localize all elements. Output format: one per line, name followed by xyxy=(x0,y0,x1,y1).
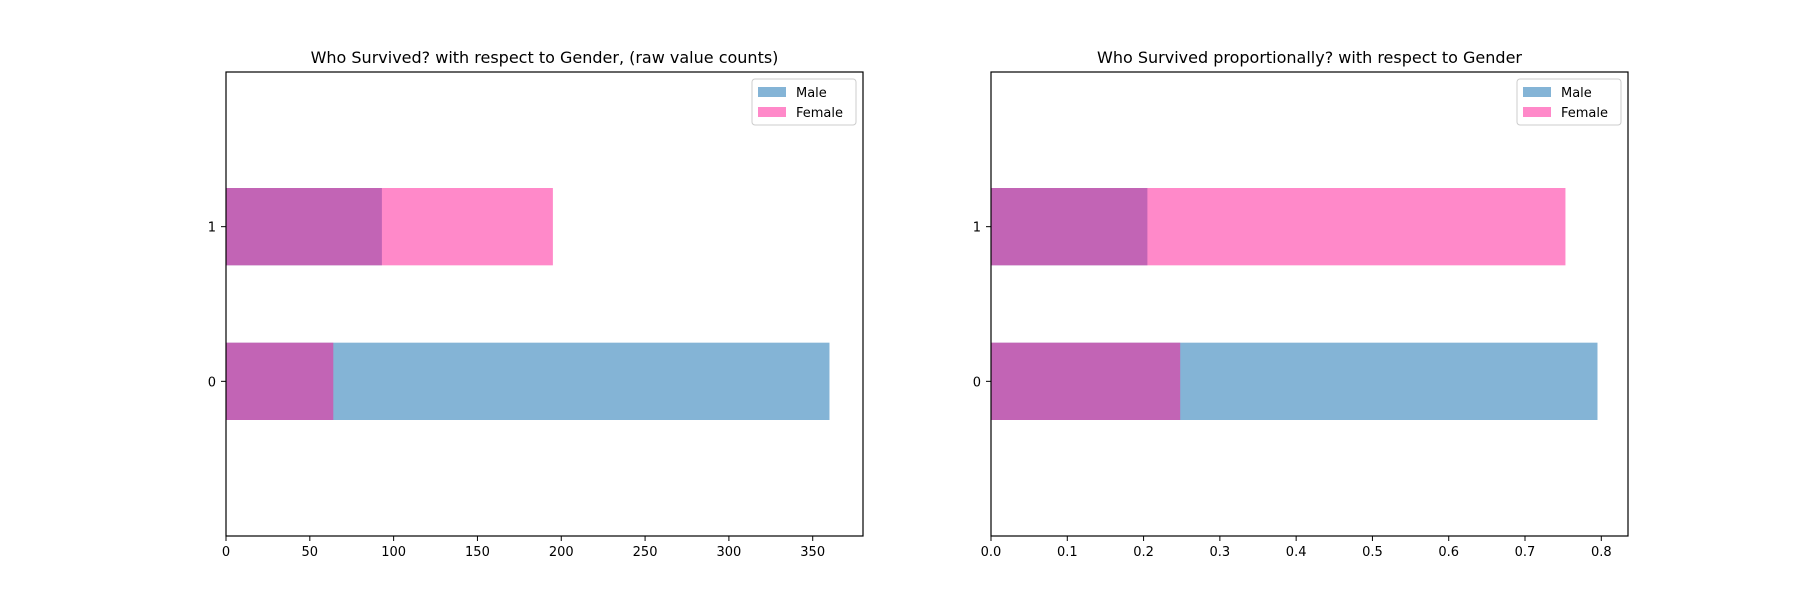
legend-label-male: Male xyxy=(796,86,827,101)
x-tick-label: 100 xyxy=(381,545,406,560)
chart-panel-2: Who Survived proportionally? with respec… xyxy=(973,48,1629,560)
axes-frame xyxy=(225,71,864,537)
y-tick-label: 0 xyxy=(973,375,981,390)
x-tick-label: 0.5 xyxy=(1362,545,1383,560)
bar-female-1 xyxy=(226,188,553,266)
legend-swatch-male xyxy=(758,87,786,97)
legend-label-male: Male xyxy=(1561,86,1592,101)
bar-female-1 xyxy=(991,188,1566,266)
y-tick-label: 1 xyxy=(208,221,216,236)
legend: Male Female xyxy=(751,78,857,126)
x-tick-label: 200 xyxy=(549,545,574,560)
x-tick-label: 250 xyxy=(633,545,658,560)
legend-label-female: Female xyxy=(796,106,843,121)
y-tick-label: 0 xyxy=(208,375,216,390)
x-tick-label: 0.4 xyxy=(1286,545,1307,560)
x-tick-label: 150 xyxy=(465,545,490,560)
axes-frame xyxy=(990,71,1629,537)
chart-title: Who Survived? with respect to Gender, (r… xyxy=(311,48,779,67)
x-tick-label: 0.2 xyxy=(1133,545,1154,560)
legend-label-female: Female xyxy=(1561,106,1608,121)
legend-swatch-female xyxy=(1523,107,1551,117)
x-tick-label: 50 xyxy=(302,545,319,560)
legend: Male Female xyxy=(1516,78,1622,126)
x-tick-label: 0 xyxy=(222,545,230,560)
x-tick-label: 0.0 xyxy=(981,545,1002,560)
legend-swatch-female xyxy=(758,107,786,117)
x-tick-label: 350 xyxy=(800,545,825,560)
chart-title: Who Survived proportionally? with respec… xyxy=(1097,48,1522,67)
x-tick-label: 0.7 xyxy=(1515,545,1536,560)
legend-swatch-male xyxy=(1523,87,1551,97)
x-tick-label: 300 xyxy=(716,545,741,560)
x-tick-label: 0.6 xyxy=(1438,545,1459,560)
chart-panel-1: Who Survived? with respect to Gender, (r… xyxy=(208,48,864,560)
y-tick-label: 1 xyxy=(973,221,981,236)
bar-female-0 xyxy=(226,342,334,420)
x-tick-label: 0.8 xyxy=(1591,545,1612,560)
bar-female-0 xyxy=(991,342,1181,420)
x-tick-label: 0.1 xyxy=(1057,545,1078,560)
x-tick-label: 0.3 xyxy=(1210,545,1231,560)
